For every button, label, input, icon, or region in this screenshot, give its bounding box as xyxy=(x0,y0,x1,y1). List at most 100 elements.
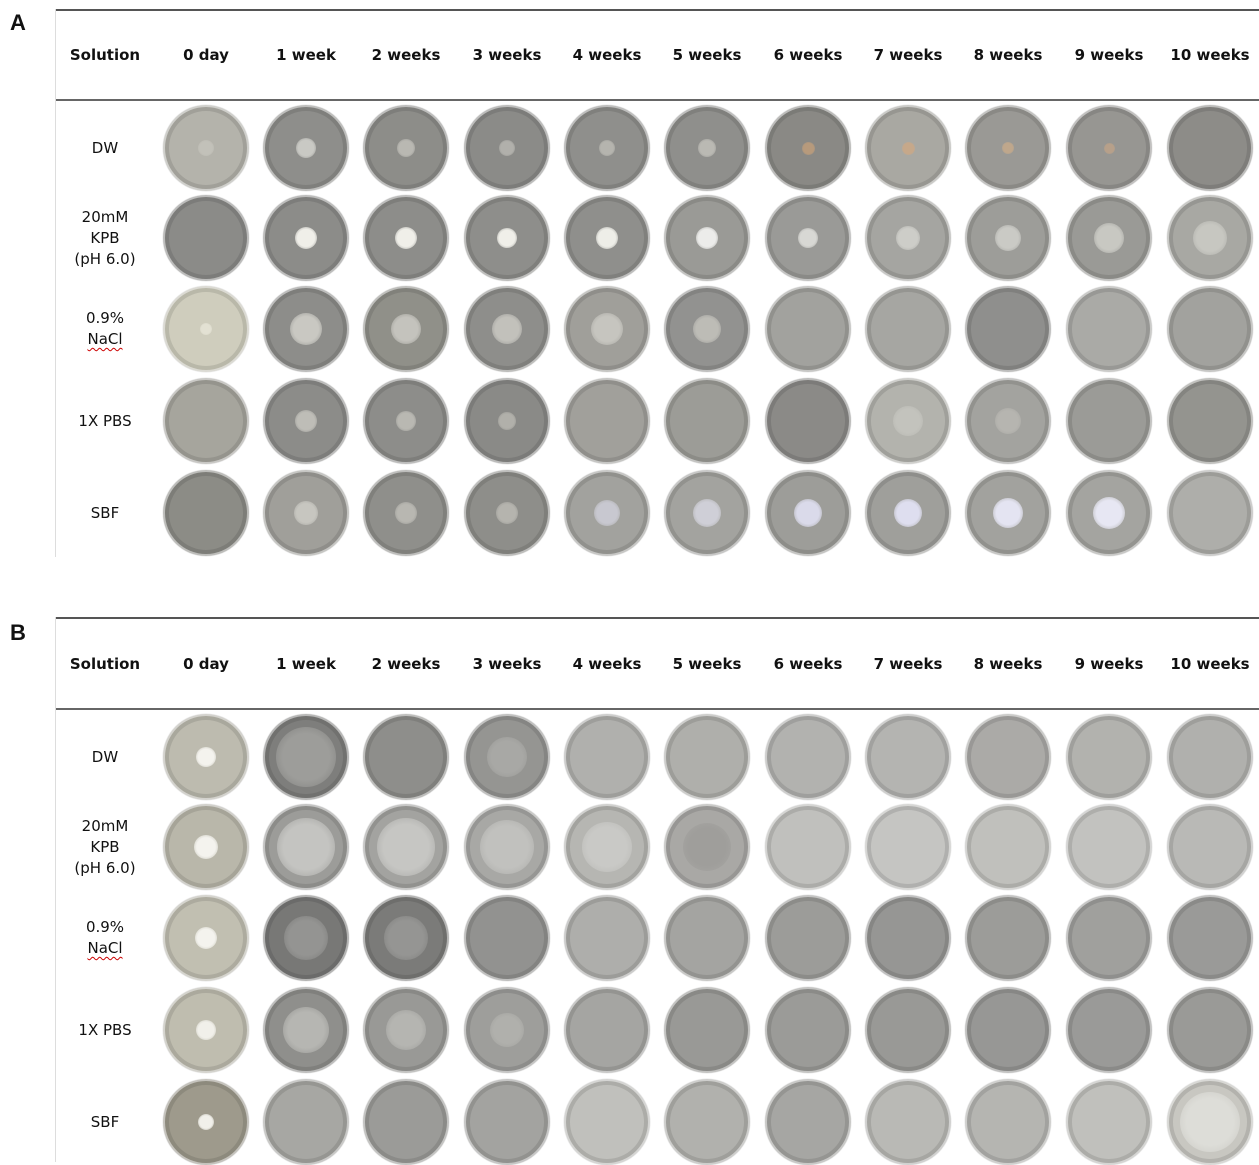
petri-dish-photo xyxy=(765,714,851,800)
header-rule xyxy=(55,708,1259,710)
table-top-rule xyxy=(55,9,1259,11)
sample-spot xyxy=(290,313,322,345)
petri-dish-photo xyxy=(1066,470,1152,556)
sample-spot xyxy=(492,314,522,344)
column-header-timepoint: 9 weeks xyxy=(1074,655,1144,673)
column-header-timepoint: 10 weeks xyxy=(1170,655,1250,673)
column-header-timepoint: 0 day xyxy=(183,46,229,64)
sample-spot xyxy=(395,227,417,249)
row-label-line: 20mM xyxy=(81,816,129,835)
sample-spot xyxy=(276,727,336,787)
column-header-timepoint: 7 weeks xyxy=(873,46,943,64)
sample-spot xyxy=(582,822,632,872)
column-header-timepoint: 3 weeks xyxy=(472,46,542,64)
petri-dish-photo xyxy=(263,286,349,372)
sample-spot xyxy=(901,141,915,155)
row-label-line: 0.9% xyxy=(85,309,125,327)
petri-dish-photo xyxy=(464,714,550,800)
petri-dish-photo xyxy=(1167,1079,1253,1165)
petri-dish-photo xyxy=(464,895,550,981)
sample-spot xyxy=(490,1013,524,1047)
column-header-timepoint: 7 weeks xyxy=(873,655,943,673)
petri-dish-photo xyxy=(965,105,1051,191)
sample-spot xyxy=(893,406,923,436)
row-label-line: 1X PBS xyxy=(78,1020,132,1039)
row-label-line: 0.9% xyxy=(85,918,125,936)
sample-spot xyxy=(391,314,421,344)
sample-spot xyxy=(194,835,218,859)
sample-spot xyxy=(294,501,318,525)
petri-dish-photo xyxy=(363,195,449,281)
petri-dish-photo xyxy=(163,895,249,981)
petri-dish-photo xyxy=(464,804,550,890)
column-header-timepoint: 10 weeks xyxy=(1170,46,1250,64)
petri-dish-photo xyxy=(765,895,851,981)
sample-spot xyxy=(599,140,615,156)
column-header-timepoint: 4 weeks xyxy=(572,655,642,673)
sample-spot xyxy=(1103,142,1115,154)
petri-dish-photo xyxy=(765,470,851,556)
petri-dish-photo xyxy=(1167,195,1253,281)
sample-spot xyxy=(995,408,1021,434)
petri-dish-photo xyxy=(363,286,449,372)
petri-dish-photo xyxy=(765,195,851,281)
sample-spot xyxy=(594,500,620,526)
sample-spot xyxy=(397,139,415,157)
petri-dish-photo xyxy=(865,105,951,191)
sample-spot xyxy=(1094,223,1124,253)
petri-dish-photo xyxy=(965,714,1051,800)
sample-spot xyxy=(698,139,716,157)
petri-dish-photo xyxy=(564,895,650,981)
petri-dish-photo xyxy=(163,470,249,556)
sample-spot xyxy=(995,225,1021,251)
petri-dish-photo xyxy=(1066,1079,1152,1165)
petri-dish-photo xyxy=(564,804,650,890)
petri-dish-photo xyxy=(163,804,249,890)
table-left-rule xyxy=(55,9,56,557)
sample-spot xyxy=(198,1114,214,1130)
petri-dish-photo xyxy=(163,714,249,800)
petri-dish-photo xyxy=(564,714,650,800)
row-label-line: (pH 6.0) xyxy=(74,249,136,268)
column-header-timepoint: 1 week xyxy=(276,46,336,64)
header-rule xyxy=(55,99,1259,101)
sample-spot xyxy=(480,820,534,874)
sample-spot xyxy=(384,916,428,960)
sample-spot xyxy=(284,916,328,960)
petri-dish-photo xyxy=(664,105,750,191)
petri-dish-photo xyxy=(464,286,550,372)
sample-spot xyxy=(295,227,317,249)
petri-dish-photo xyxy=(965,1079,1051,1165)
petri-dish-photo xyxy=(765,378,851,464)
petri-dish-photo xyxy=(564,470,650,556)
petri-dish-photo xyxy=(1167,714,1253,800)
sample-spot xyxy=(596,227,618,249)
column-header-timepoint: 5 weeks xyxy=(672,655,742,673)
sample-spot xyxy=(487,737,527,777)
petri-dish-photo xyxy=(1167,804,1253,890)
row-label-line: NaCl xyxy=(87,330,123,348)
petri-dish-photo xyxy=(263,378,349,464)
column-header-timepoint: 6 weeks xyxy=(773,46,843,64)
petri-dish-photo xyxy=(564,105,650,191)
sample-spot xyxy=(801,141,815,155)
sample-spot xyxy=(894,499,922,527)
row-label: 1X PBS xyxy=(62,411,148,432)
row-label: 20mM KPB (pH 6.0) xyxy=(62,816,148,879)
sample-spot xyxy=(591,313,623,345)
petri-dish-photo xyxy=(263,895,349,981)
petri-dish-photo xyxy=(464,195,550,281)
row-label-line: (pH 6.0) xyxy=(74,858,136,877)
sample-spot xyxy=(1093,497,1125,529)
column-header-timepoint: 2 weeks xyxy=(371,655,441,673)
sample-spot xyxy=(693,499,721,527)
petri-dish-photo xyxy=(765,987,851,1073)
petri-dish-photo xyxy=(263,804,349,890)
row-label: SBF xyxy=(62,503,148,524)
table-left-rule xyxy=(55,617,56,1162)
row-label-line: 20mM xyxy=(81,207,129,226)
petri-dish-photo xyxy=(363,378,449,464)
petri-dish-photo xyxy=(965,987,1051,1073)
column-header-timepoint: 5 weeks xyxy=(672,46,742,64)
sample-spot xyxy=(499,140,515,156)
